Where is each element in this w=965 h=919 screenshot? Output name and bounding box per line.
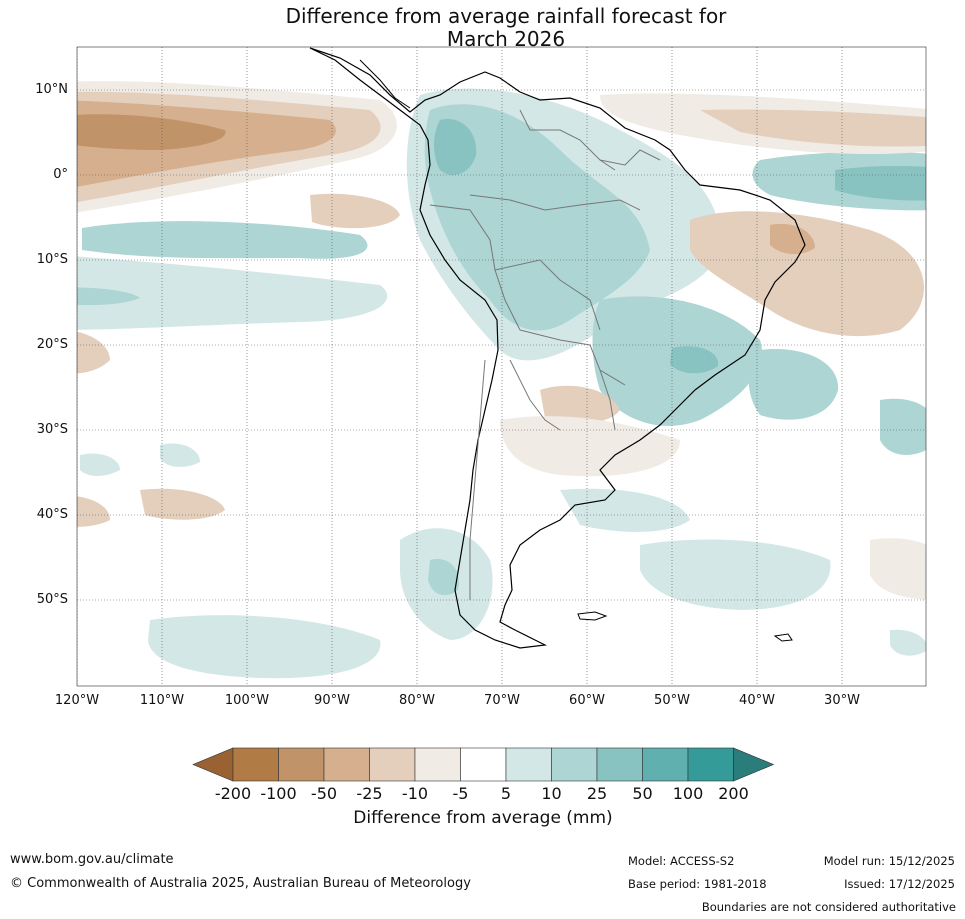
wet-anomaly-atlantic-south [748,349,839,420]
dry-anomaly-south-pacific-40s [140,488,225,520]
dry-anomaly-east-south-atlantic [870,538,926,600]
colorbar-swatch [278,747,325,782]
lat-label-0: 0° [53,167,68,182]
graticule [77,47,926,686]
wet-anomaly-patagonia-core [428,559,459,596]
lat-label-10n: 10°N [35,82,68,97]
dry-anomaly-west-40s [77,496,110,527]
lat-label-10s: 10°S [36,252,68,267]
colorbar-tick-label: 10 [541,784,562,803]
dry-anomaly-galapagos [310,193,400,229]
lon-label-120w: 120°W [54,693,100,708]
wet-anomaly-55s-east [890,629,926,656]
dry-anomaly-ne-brazil [690,211,924,337]
footer-disclaimer: Boundaries are not considered authoritat… [701,900,956,914]
colorbar-swatch [596,747,643,782]
lon-label-30w: 30°W [824,693,860,708]
colorbar-swatch [323,747,370,782]
footer-model-run: Model run: 15/12/2025 [823,854,955,868]
wet-anomaly-45s [560,488,690,532]
lon-label-100w: 100°W [224,693,270,708]
colorbar-swatch [414,747,461,782]
colorbar-swatch [551,747,598,782]
colorbar-swatch [687,747,734,782]
south-georgia [773,633,793,642]
colorbar-swatch [642,747,689,782]
lat-label-40s: 40°S [36,507,68,522]
colorbar-swatch [232,747,279,782]
footer-model: Model: ACCESS-S2 [628,854,735,868]
wet-anomaly-se-brazil-core [670,346,719,374]
dry-anomaly-20s-west [77,331,110,374]
map-frame [76,46,927,687]
lat-label-50s: 50°S [36,592,68,607]
falkland-islands [577,611,608,621]
lon-label-50w: 50°W [654,693,690,708]
dry-anomaly-north-atlantic-inner [700,109,926,147]
wet-anomaly-south-pacific-outer [77,256,388,330]
colorbar-arrow-high [733,747,775,782]
colorbar-swatch [505,747,552,782]
colorbar-tick-label: 50 [632,784,653,803]
rainfall-anomaly-field [77,47,926,686]
wet-anomaly-atlantic-east [880,398,926,455]
colorbar-tick-label: -5 [452,784,469,803]
country-borders [429,109,661,600]
lon-label-40w: 40°W [739,693,775,708]
footer-issued: Issued: 17/12/2025 [844,877,955,891]
colorbar-tick-label: 200 [718,784,749,803]
lon-label-70w: 70°W [484,693,520,708]
lon-label-60w: 60°W [569,693,605,708]
colorbar-swatch [369,747,416,782]
colorbar-arrow-low [192,747,234,782]
lat-label-30s: 30°S [36,422,68,437]
wet-anomaly-south-atlantic [640,539,831,610]
wet-anomaly-33s [160,443,200,467]
colorbar-title: Difference from average (mm) [353,808,613,828]
colorbar-tick-label: 100 [672,784,704,803]
colorbar-swatch [460,747,507,782]
central-america-coastline [359,59,411,109]
footer-copyright: © Commonwealth of Australia 2025, Austra… [10,876,471,891]
colorbar-tick-label: -50 [310,784,338,803]
colorbar-tick-label: -10 [401,784,429,803]
lon-label-110w: 110°W [139,693,185,708]
wet-anomaly-atlantic-core [835,165,926,201]
dry-anomaly-argentina [500,416,680,477]
wet-anomaly-amazon [424,104,650,331]
wet-anomaly-west-edge [77,287,140,306]
colorbar-tick-label: 5 [500,784,512,803]
map-title-line-1: Difference from average rainfall forecas… [285,4,727,28]
colorbar-tick-label: -100 [260,784,297,803]
south-america-coastline [309,47,806,649]
colorbar-tick-label: -25 [356,784,383,803]
wet-anomaly-south-pacific-60s [148,615,381,679]
wet-anomaly-35s-west [80,453,120,476]
dry-anomaly-uruguay [540,385,620,424]
wet-anomaly-south-pacific [82,221,368,259]
lat-label-20s: 20°S [36,337,68,352]
lon-label-90w: 90°W [314,693,350,708]
dry-anomaly-pacific-peak [77,114,226,150]
lon-label-80w: 80°W [399,693,435,708]
footer-website: www.bom.gov.au/climate [10,852,174,867]
wet-anomaly-colombia-core [434,119,477,175]
footer-base-period: Base period: 1981-2018 [628,877,767,891]
colorbar-tick-label: 25 [586,784,608,803]
colorbar-tick-label: -200 [214,784,252,803]
